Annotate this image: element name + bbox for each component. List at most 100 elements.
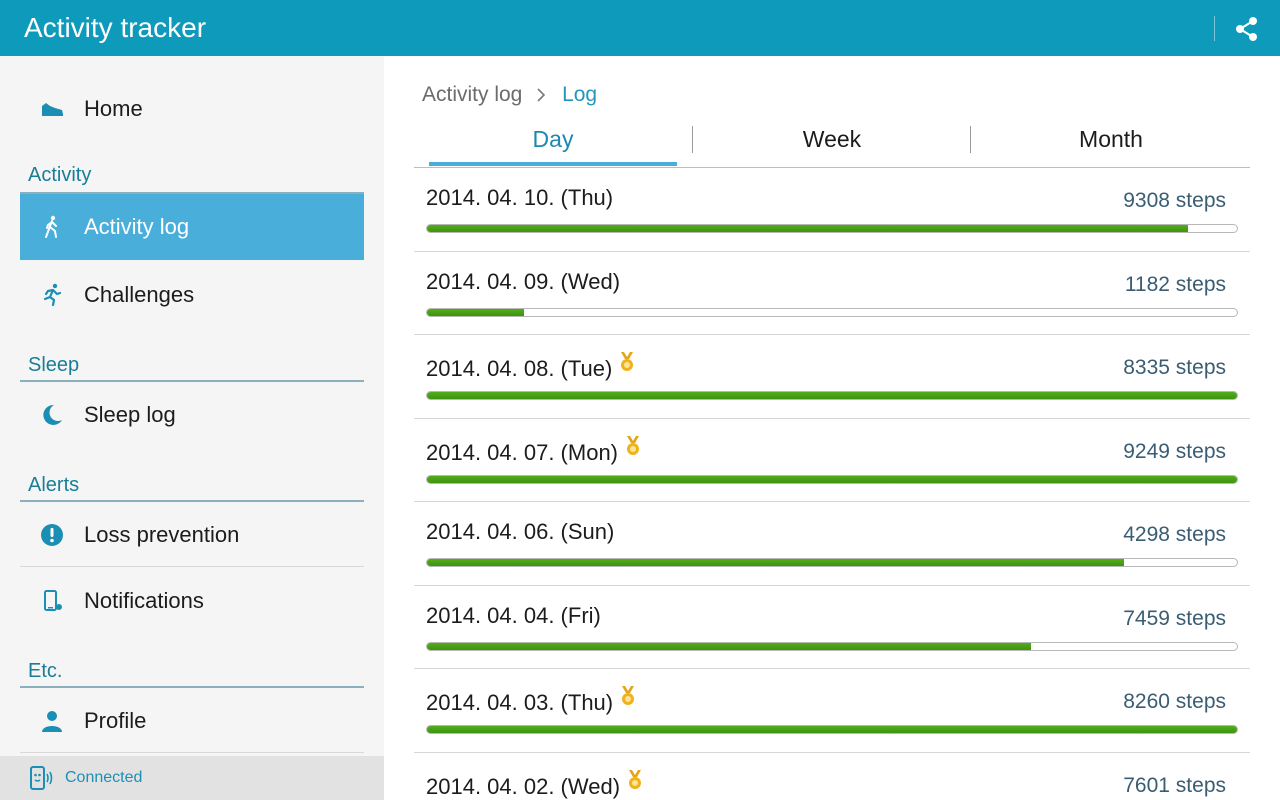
section-header-sleep: Sleep	[28, 354, 80, 376]
tab-divider	[970, 126, 971, 153]
breadcrumb-current: Log	[562, 83, 598, 106]
log-entry-steps: 8335 steps	[1123, 356, 1226, 379]
breadcrumb: Activity log Log	[422, 82, 597, 108]
log-entry-date: 2014. 04. 04. (Fri)	[426, 603, 601, 629]
log-entry-row[interactable]: 2014. 04. 03. (Thu) 8260 steps	[414, 669, 1250, 753]
person-icon	[42, 711, 62, 732]
log-entry-steps: 1182 steps	[1124, 272, 1226, 296]
connection-status-text: Connected	[65, 769, 143, 786]
medal-icon	[620, 352, 634, 373]
nav-label-sleep-log: Sleep log	[84, 402, 176, 427]
log-entry-steps: 9308 steps	[1123, 189, 1226, 212]
header-divider	[1214, 16, 1215, 41]
activity-log-list[interactable]: 2014. 04. 10. (Thu) 9308 steps 2014. 04. 0…	[414, 168, 1250, 800]
steps-progress-bar	[426, 725, 1238, 734]
steps-progress-fill	[427, 642, 1032, 650]
log-entry-date: 2014. 04. 10. (Thu)	[426, 185, 613, 211]
app-header: Activity tracker	[0, 0, 1280, 56]
nav-item-loss-prevention[interactable]: Loss prevention	[20, 502, 364, 568]
section-header-etc: Etc.	[28, 660, 63, 682]
nav-item-challenges[interactable]: Challenges	[20, 262, 364, 328]
steps-progress-bar	[426, 641, 1238, 651]
log-entry-date: 2014. 04. 07. (Mon)	[426, 435, 640, 466]
log-entry-steps: 8260 steps	[1123, 690, 1226, 713]
share-button[interactable]	[1232, 14, 1262, 44]
medal-icon	[621, 686, 635, 707]
tab-month[interactable]: Month	[987, 118, 1235, 166]
nav-label-loss-prevention: Loss prevention	[84, 522, 240, 547]
log-entry-date-text: 2014. 04. 02. (Wed)	[426, 773, 621, 799]
nav-label-notifications: Notifications	[84, 588, 204, 613]
phone-notification-icon	[44, 590, 62, 611]
wearable-device-icon	[30, 766, 53, 790]
nav-item-notifications[interactable]: Notifications	[20, 568, 364, 634]
medal-icon	[626, 435, 640, 457]
connection-status: Connected	[0, 756, 384, 800]
log-entry-steps: 7601 steps	[1123, 773, 1226, 797]
log-entry-steps: 9249 steps	[1123, 439, 1226, 463]
steps-progress-fill	[427, 225, 1189, 232]
steps-progress-bar	[426, 558, 1238, 567]
log-entry-date-text: 2014. 04. 09. (Wed)	[426, 268, 621, 294]
log-entry-date-text: 2014. 04. 06. (Sun)	[426, 519, 615, 544]
log-entry-date: 2014. 04. 02. (Wed)	[426, 769, 642, 800]
tab-label-day: Day	[532, 126, 574, 152]
log-entry-steps: 4298 steps	[1123, 523, 1226, 546]
steps-progress-bar	[426, 224, 1238, 233]
section-header-alerts: Alerts	[28, 474, 80, 496]
breadcrumb-parent[interactable]: Activity log	[422, 83, 523, 106]
nav-label-challenges: Challenges	[84, 282, 195, 307]
exclamation-circle-icon	[41, 524, 63, 546]
log-entry-date-text: 2014. 04. 08. (Tue)	[426, 356, 613, 381]
navigation-drawer: Home Activity Activity log Challenges Sl…	[0, 56, 384, 800]
steps-progress-fill	[427, 726, 1237, 733]
log-entry-row[interactable]: 2014. 04. 09. (Wed) 1182 steps	[414, 252, 1250, 336]
nav-item-sleep-log[interactable]: Sleep log	[20, 382, 364, 448]
nav-label-activity-log: Activity log	[84, 214, 190, 239]
crescent-moon-icon	[43, 404, 62, 425]
medal-icon	[628, 769, 642, 791]
tab-divider	[692, 126, 693, 153]
section-rule	[20, 686, 364, 688]
log-entry-date: 2014. 04. 09. (Wed)	[426, 269, 620, 295]
chevron-right-icon	[537, 88, 546, 102]
section-rule	[20, 380, 364, 382]
share-icon	[1236, 17, 1257, 41]
log-entry-date: 2014. 04. 06. (Sun)	[426, 519, 614, 545]
steps-progress-bar	[426, 307, 1238, 317]
log-entry-steps: 7459 steps	[1123, 606, 1226, 630]
steps-progress-fill	[427, 392, 1237, 399]
log-entry-date: 2014. 04. 03. (Thu)	[426, 686, 635, 716]
section-rule	[20, 192, 364, 194]
steps-progress-fill	[427, 475, 1237, 483]
steps-progress-fill	[427, 308, 525, 316]
log-entry-date-text: 2014. 04. 07. (Mon)	[426, 439, 619, 465]
running-person-icon	[43, 283, 62, 307]
log-entry-row[interactable]: 2014. 04. 02. (Wed) 7601 steps	[414, 753, 1250, 800]
log-entry-date-text: 2014. 04. 04. (Fri)	[426, 602, 601, 628]
steps-progress-fill	[427, 559, 1124, 566]
walking-person-icon	[45, 215, 57, 238]
section-rule	[20, 500, 364, 502]
section-header-activity: Activity	[28, 164, 92, 186]
log-entry-row[interactable]: 2014. 04. 08. (Tue) 8335 steps	[414, 335, 1250, 419]
nav-item-activity-log[interactable]: Activity log	[20, 194, 364, 260]
steps-progress-bar	[426, 391, 1238, 400]
nav-label-profile: Profile	[84, 708, 147, 733]
log-entry-row[interactable]: 2014. 04. 04. (Fri) 7459 steps	[414, 586, 1250, 670]
tab-label-month: Month	[1079, 126, 1143, 152]
tab-label-week: Week	[802, 126, 862, 152]
log-entry-row[interactable]: 2014. 04. 07. (Mon) 9249 steps	[414, 419, 1250, 503]
app-title: Activity tracker	[24, 12, 207, 43]
tab-day[interactable]: Day	[429, 118, 677, 166]
nav-divider	[20, 752, 364, 753]
tab-week[interactable]: Week	[708, 118, 956, 166]
nav-item-profile[interactable]: Profile	[20, 688, 364, 754]
active-tab-indicator	[429, 162, 677, 166]
nav-label-home: Home	[84, 96, 143, 121]
log-entry-date: 2014. 04. 08. (Tue)	[426, 352, 634, 382]
nav-item-home[interactable]: Home	[20, 76, 364, 142]
log-entry-row[interactable]: 2014. 04. 10. (Thu) 9308 steps	[414, 168, 1250, 252]
log-entry-row[interactable]: 2014. 04. 06. (Sun) 4298 steps	[414, 502, 1250, 586]
tabs-divider	[414, 167, 1250, 168]
